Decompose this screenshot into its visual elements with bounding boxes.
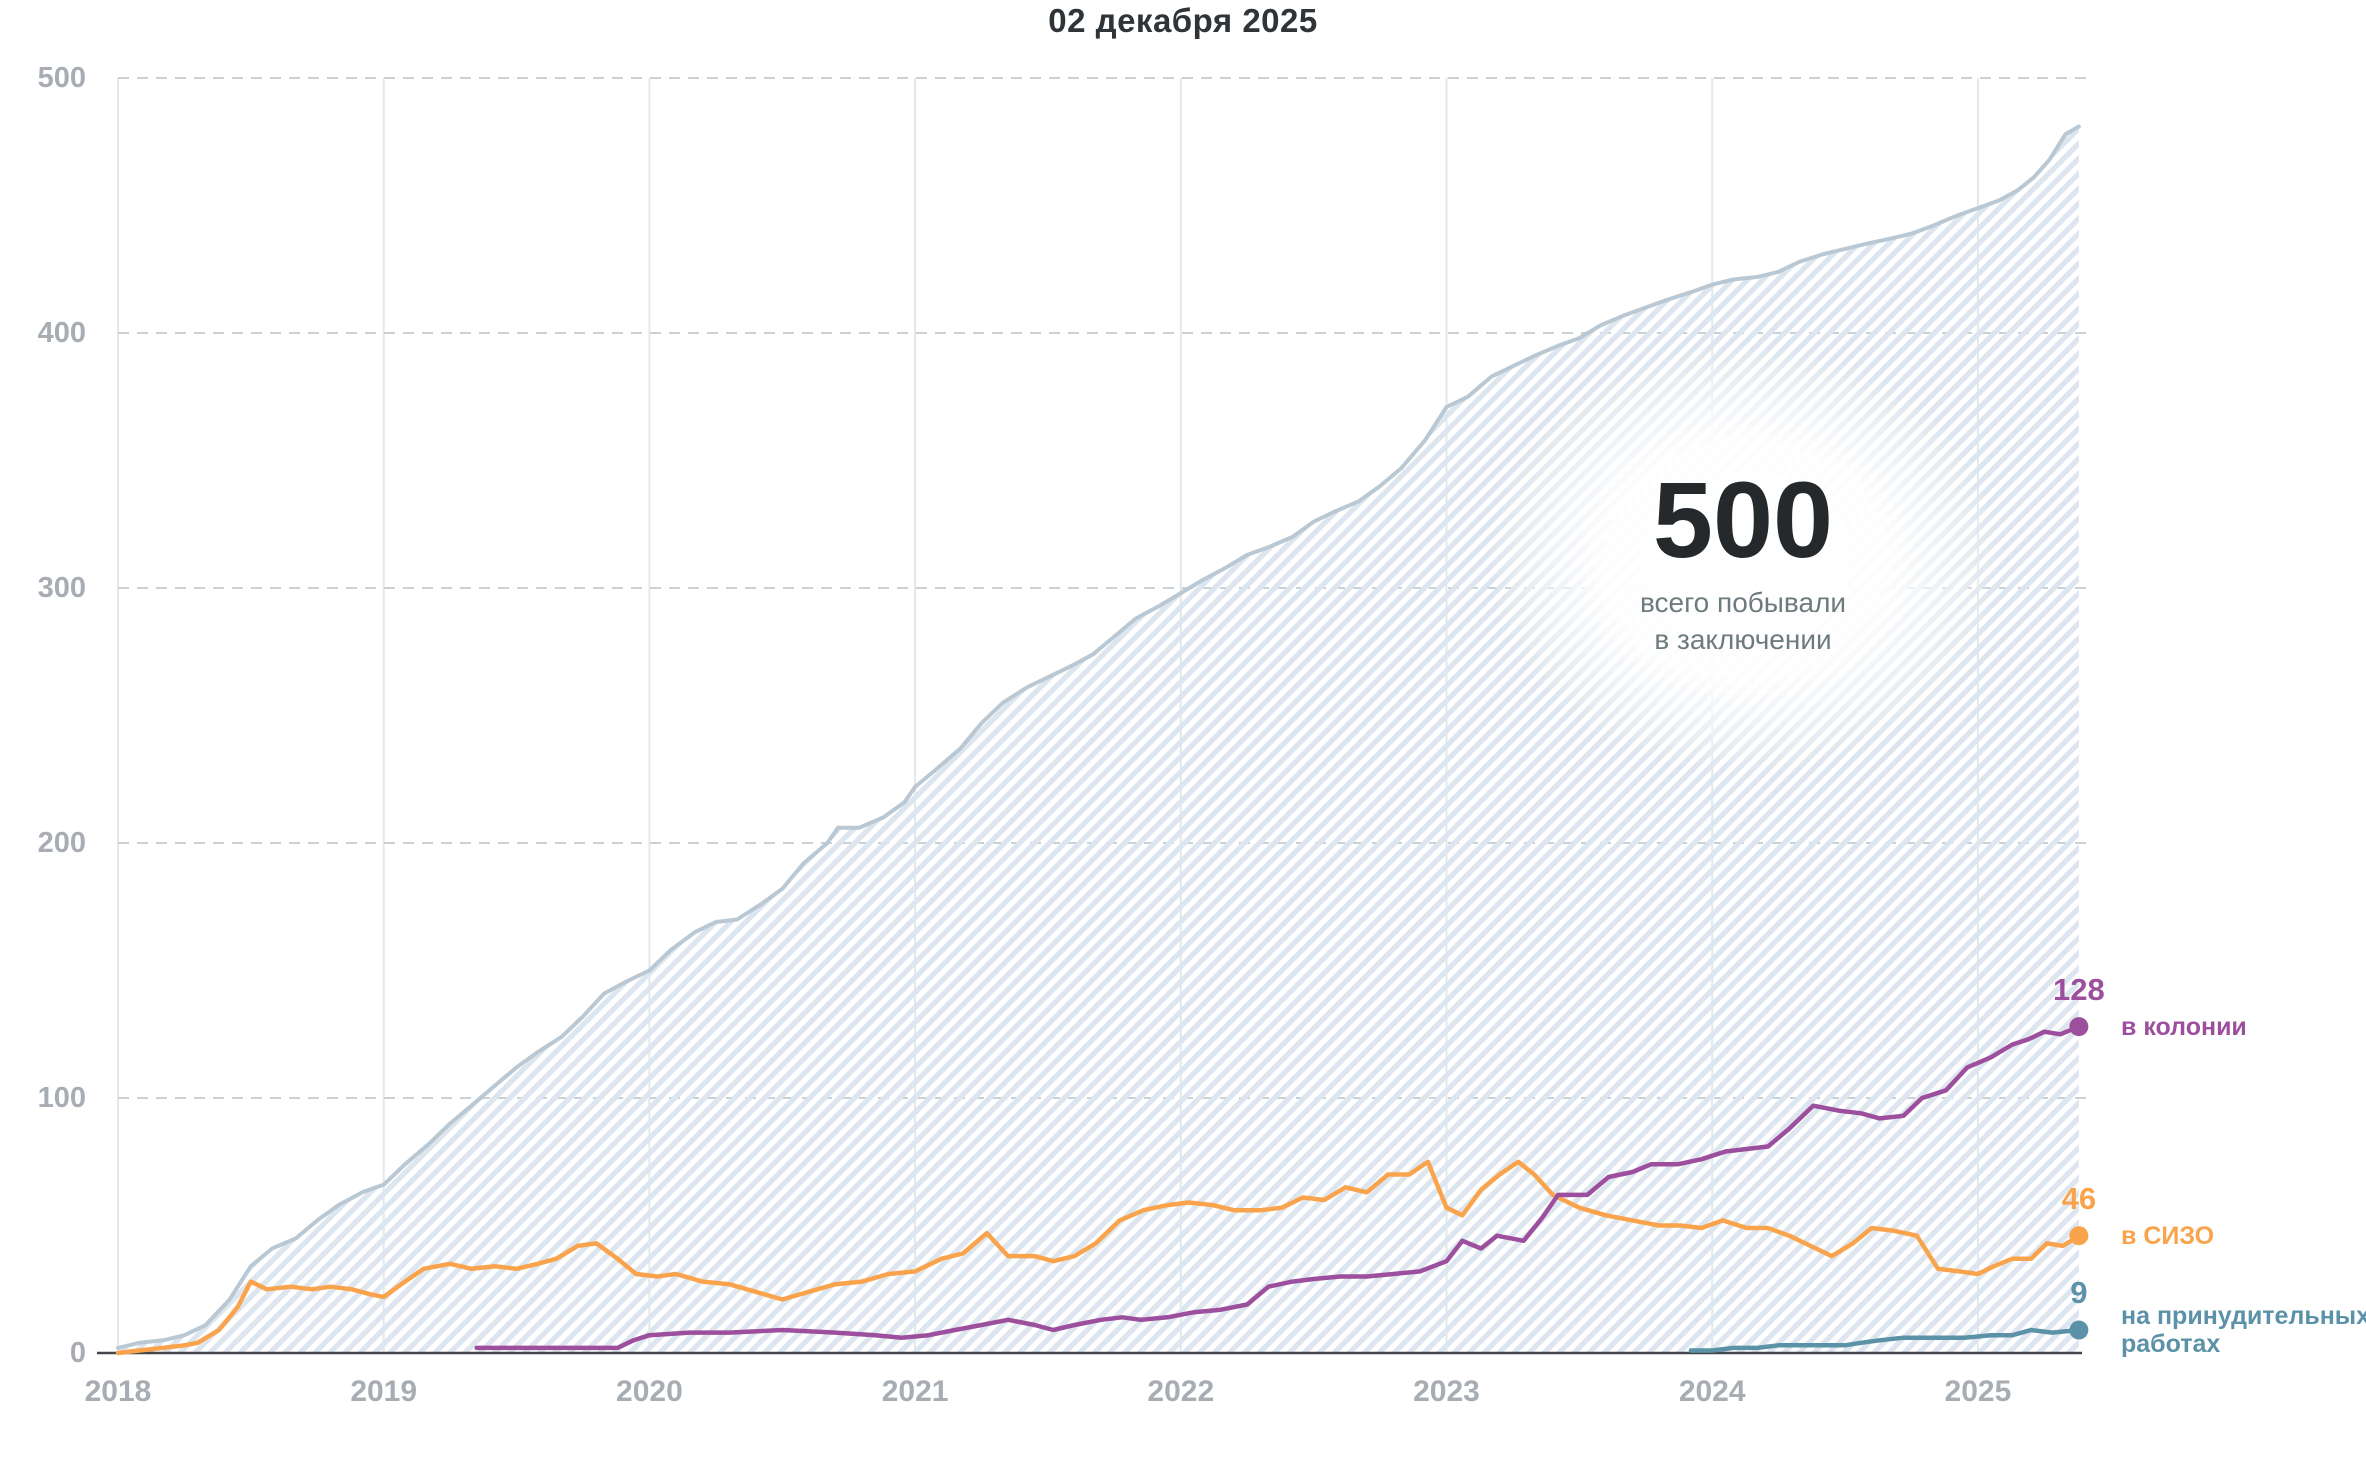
y-tick-label: 300 (37, 572, 86, 604)
y-tick-label: 200 (37, 827, 86, 859)
colony-end-label: в колонии (2121, 1012, 2247, 1041)
headline-caption-line1: всего побывали (1639, 587, 1847, 618)
sizo-line (115, 1159, 2082, 1356)
forced-line (1688, 1327, 2082, 1353)
x-tick-label: 2022 (1147, 1375, 1215, 1408)
x-tick-label: 2025 (1944, 1375, 2012, 1408)
sizo-end-dot (2069, 1226, 2089, 1246)
y-tick-label: 400 (37, 317, 86, 349)
forced-end-label-line2: работах (2121, 1330, 2221, 1359)
headline-block: 500 всего побывали в заключении (1640, 459, 1846, 658)
colony-end-value: 128 (2052, 971, 2105, 1007)
x-tick-label: 2020 (616, 1375, 683, 1408)
y-tick-label: 500 (37, 62, 86, 94)
forced-end-dot (2069, 1320, 2089, 1340)
y-tick-label: 0 (69, 1337, 86, 1369)
forced-end-value: 9 (2070, 1275, 2088, 1311)
colony-line (474, 1024, 2082, 1351)
forced-end-label-line1: на принудительных (2121, 1302, 2366, 1331)
sizo-end-value: 46 (2061, 1180, 2097, 1216)
x-tick-label: 2024 (1678, 1375, 1746, 1408)
y-tick-label: 100 (37, 1082, 86, 1114)
x-tick-label: 2019 (350, 1375, 418, 1408)
headline-caption-line2: в заключении (1654, 624, 1832, 655)
total-line (116, 124, 2081, 1350)
chart-title: 02 декабря 2025 (1048, 2, 1318, 39)
headline-caption: всего побывали в заключении (1640, 584, 1846, 658)
headline-glow (1490, 345, 2000, 775)
x-tick-label: 2023 (1413, 1375, 1480, 1408)
headline-value: 500 (1652, 459, 1834, 580)
colony-end-dot (2069, 1017, 2089, 1037)
forced-end-label: на принудительных работах (2121, 1302, 2366, 1358)
x-tick-label: 2018 (84, 1375, 152, 1408)
x-tick-label: 2021 (881, 1375, 949, 1408)
sizo-end-label: в СИЗО (2121, 1221, 2215, 1250)
